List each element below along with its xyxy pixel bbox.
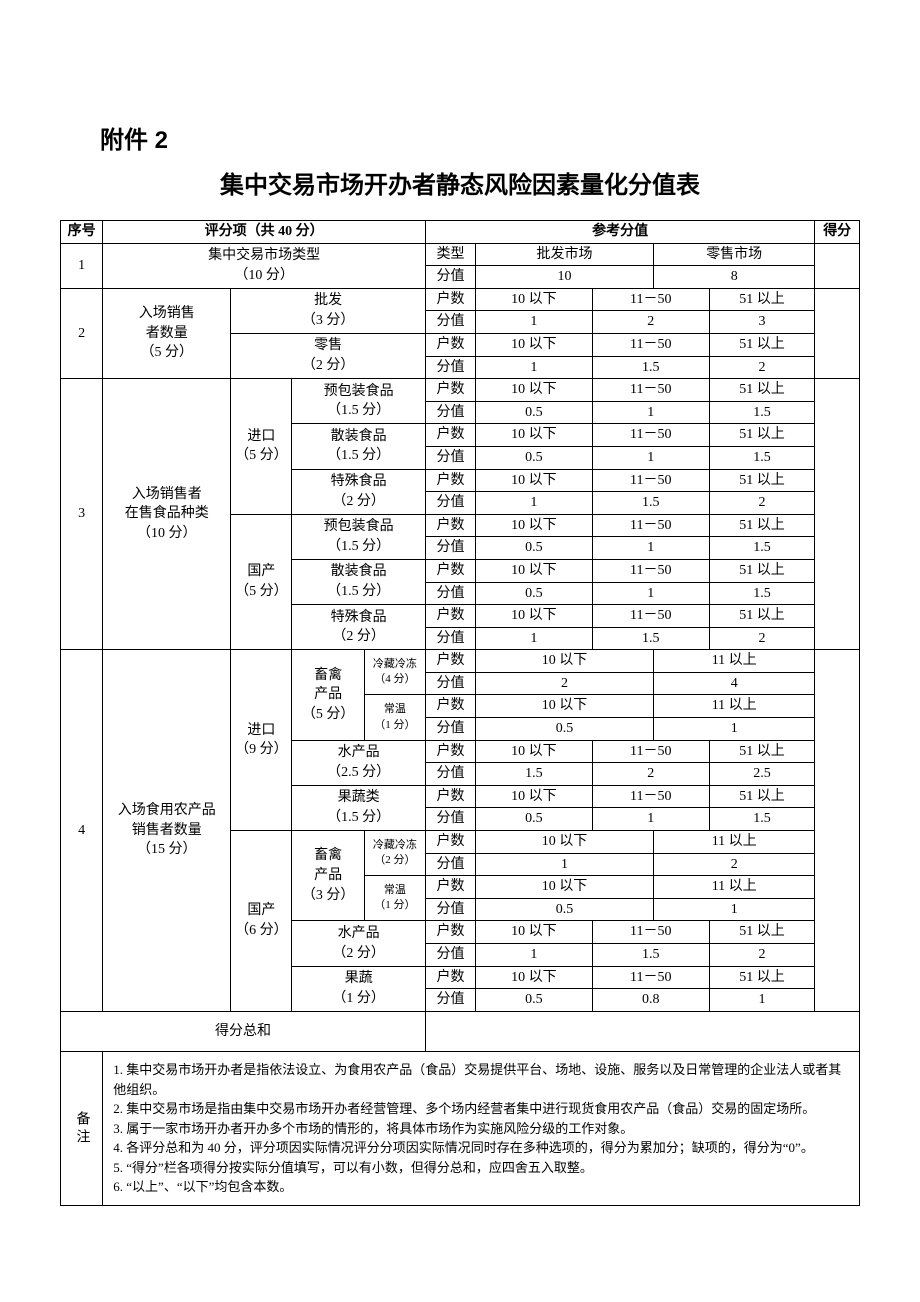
r3-item: 入场销售者 在售食品种类 （10 分）: [103, 379, 231, 650]
cell: 10 以下: [475, 288, 592, 311]
r1-no: 1: [61, 243, 103, 288]
header-row: 序号 评分项（共 40 分） 参考分值 得分: [61, 221, 860, 244]
r2-pifa: 批发（3 分）: [231, 288, 426, 333]
document-title: 集中交易市场开办者静态风险因素量化分值表: [60, 165, 860, 200]
r1-wholesale: 批发市场: [475, 243, 653, 266]
r4-dom: 国产 （6 分）: [231, 831, 292, 1012]
r4-score: [815, 650, 860, 1012]
hdr-item: 评分项（共 40 分）: [103, 221, 426, 244]
total-label: 得分总和: [61, 1011, 426, 1052]
cell: 51 以上: [709, 288, 815, 311]
r4-item: 入场食用农产品 销售者数量 （15 分）: [103, 650, 231, 1012]
cell: 11－50: [592, 288, 709, 311]
r1-v1: 10: [475, 266, 653, 289]
r1-fenzhi: 分值: [425, 266, 475, 289]
r3-no: 3: [61, 379, 103, 650]
r3-score: [815, 379, 860, 650]
r2-score: [815, 288, 860, 378]
hdr-score: 得分: [815, 221, 860, 244]
cell: 户数: [425, 288, 475, 311]
r1-v2: 8: [654, 266, 815, 289]
r1-retail: 零售市场: [654, 243, 815, 266]
r2-no: 2: [61, 288, 103, 378]
r3-imp: 进口 （5 分）: [231, 379, 292, 515]
r1-score: [815, 243, 860, 288]
cell: 预包装食品（1.5 分）: [292, 379, 426, 424]
r1-item: 集中交易市场类型 （10 分）: [103, 243, 426, 288]
hdr-seq: 序号: [61, 221, 103, 244]
r4-imp: 进口 （9 分）: [231, 650, 292, 831]
r2-lingshou: 零售（2 分）: [231, 333, 426, 378]
notes-body: 1. 集中交易市场开办者是指依法设立、为食用农产品（食品）交易提供平台、场地、设…: [103, 1052, 860, 1206]
hdr-ref: 参考分值: [425, 221, 814, 244]
r2-item: 入场销售 者数量 （5 分）: [103, 288, 231, 378]
scoring-table: 序号 评分项（共 40 分） 参考分值 得分 1 集中交易市场类型 （10 分）…: [60, 220, 860, 1206]
r4-no: 4: [61, 650, 103, 1012]
attachment-label: 附件 2: [100, 120, 860, 155]
notes-label: 备注: [61, 1052, 103, 1206]
r3-dom: 国产 （5 分）: [231, 514, 292, 650]
total-value: [425, 1011, 859, 1052]
r1-type: 类型: [425, 243, 475, 266]
